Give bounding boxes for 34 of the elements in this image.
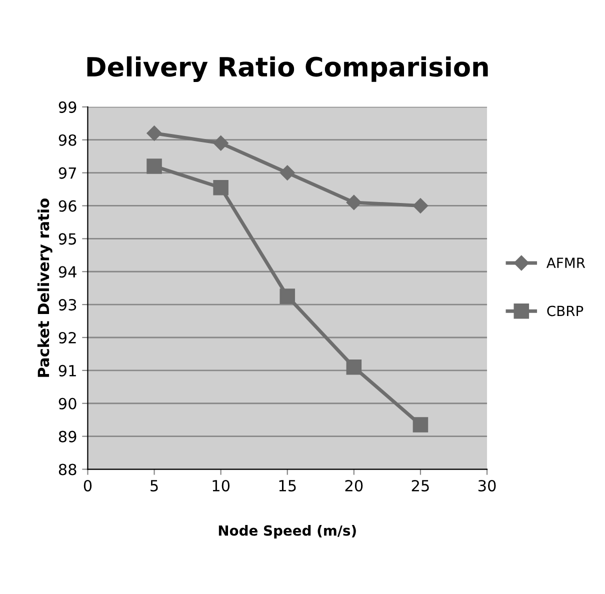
y-tick-label: 93 (58, 299, 76, 311)
y-axis-title: Packet Delivery ratio (37, 198, 52, 377)
point (146, 126, 162, 141)
x-tick-label: 15 (279, 480, 296, 492)
y-tick-label: 97 (58, 167, 76, 179)
y-tick-label: 94 (58, 266, 76, 278)
chart-title: Delivery Ratio Comparision (87, 56, 488, 82)
legend-label: CBRP (547, 306, 584, 316)
point (146, 158, 162, 174)
y-tick-label: 91 (58, 364, 76, 376)
y-tick-label: 89 (58, 430, 76, 442)
x-tick-label: 0 (84, 480, 92, 492)
x-axis-title: Node Speed (m/s) (218, 525, 356, 538)
y-tick-label: 88 (58, 464, 76, 476)
y-tick-label: 90 (58, 398, 76, 410)
point (280, 288, 296, 304)
y-tick-label: 92 (58, 332, 76, 344)
x-tick-label: 5 (150, 480, 158, 492)
y-tick-label: 95 (58, 233, 76, 245)
y-tick-label: 96 (58, 200, 76, 212)
x-tick-label: 20 (345, 480, 363, 492)
point (346, 360, 362, 375)
point (346, 194, 362, 210)
y-tick-label: 98 (58, 134, 76, 146)
y-tick-label: 99 (58, 101, 76, 113)
point (412, 417, 428, 432)
point (412, 198, 428, 214)
x-tick-label: 25 (412, 480, 429, 492)
point (280, 165, 295, 180)
x-tick-label: 30 (478, 480, 496, 492)
legend-label: AFMR (546, 258, 586, 268)
point (213, 136, 228, 151)
point (213, 180, 228, 196)
x-tick-label: 10 (212, 480, 230, 492)
